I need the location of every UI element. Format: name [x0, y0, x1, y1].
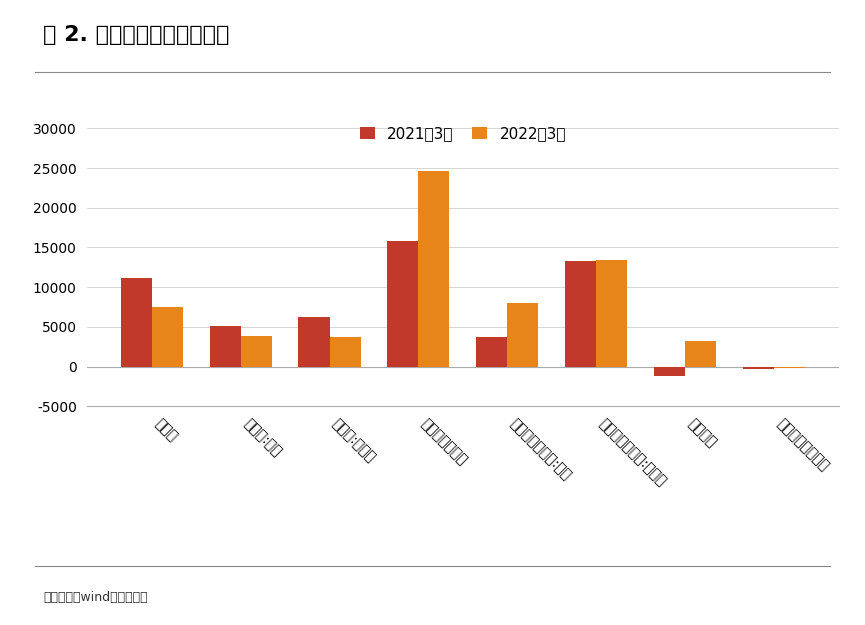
Bar: [121, 278, 151, 366]
Bar: [240, 336, 272, 366]
Bar: [298, 318, 330, 366]
Bar: [743, 366, 774, 369]
Legend: 2021年3月, 2022年3月: 2021年3月, 2022年3月: [354, 120, 572, 148]
Bar: [685, 341, 716, 366]
Bar: [596, 260, 627, 366]
Bar: [388, 241, 419, 366]
Bar: [330, 337, 361, 366]
Bar: [151, 307, 183, 366]
Bar: [507, 303, 538, 366]
Text: 资料来源：wind，红塔证券: 资料来源：wind，红塔证券: [43, 591, 148, 604]
Bar: [209, 326, 240, 366]
Bar: [476, 337, 507, 366]
Bar: [774, 366, 804, 368]
Bar: [654, 366, 685, 376]
Bar: [565, 261, 596, 366]
Bar: [419, 171, 450, 366]
Text: 图 2. 信贷结构一览（亿元）: 图 2. 信贷结构一览（亿元）: [43, 25, 229, 45]
